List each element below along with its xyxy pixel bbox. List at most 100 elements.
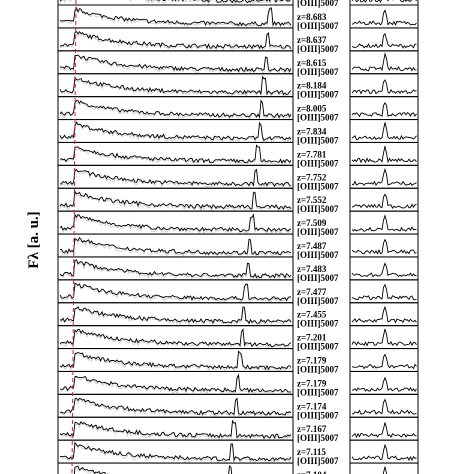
line-label: [OIII]5007 (297, 158, 339, 168)
redshift-label: z=7.179 (297, 356, 327, 366)
right-panel (349, 141, 419, 166)
spectrum (59, 441, 292, 462)
line-profile (351, 376, 417, 393)
spectrum (59, 282, 292, 302)
right-panel (349, 119, 419, 143)
line-label: [OIII]5007 (297, 250, 339, 260)
spectrum (59, 6, 292, 27)
line-profile (382, 466, 388, 474)
left-panel (57, 439, 294, 464)
left-panel (57, 141, 294, 166)
right-panel (349, 370, 419, 395)
spectrum (59, 30, 292, 50)
right-panel (349, 4, 419, 29)
noise (59, 376, 292, 396)
right-panel (349, 233, 419, 258)
spectrum (59, 0, 291, 4)
spectrum (59, 373, 291, 394)
redshift-label: z=7.174 (297, 401, 327, 411)
noise (59, 6, 292, 29)
spectrum (59, 259, 292, 279)
right-panel (349, 439, 419, 464)
right-panel (349, 348, 419, 372)
noise (59, 351, 292, 373)
redshift-label: z=7.455 (297, 310, 327, 320)
spectrum (59, 121, 292, 141)
spectrum (59, 54, 292, 73)
line-profile (351, 146, 417, 164)
line-profile (351, 0, 417, 3)
right-panel (349, 96, 419, 121)
lyman-break-marker (71, 0, 77, 474)
line-profile (351, 283, 417, 301)
redshift-label: z=7.104 (297, 470, 327, 474)
noise (59, 260, 292, 281)
redshift-label: z=7.115 (297, 447, 326, 457)
line-label: [OIII]5007 (297, 67, 339, 77)
noise (59, 145, 292, 166)
right-panel (349, 210, 419, 235)
spectrum (59, 99, 292, 119)
noise (59, 239, 292, 258)
redshift-label: z=8.683 (297, 12, 327, 22)
right-panel (349, 302, 419, 327)
redshift-label: z=7.167 (297, 424, 327, 434)
line-label: [OIII]5007 (297, 296, 339, 306)
line-label: [OIII]5007 (297, 0, 339, 8)
redshift-label: z=7.477 (297, 287, 327, 297)
right-panel (349, 393, 419, 418)
redshift-label: z=7.201 (297, 333, 327, 343)
line-label: [OIII]5007 (297, 433, 339, 443)
line-profile (351, 193, 417, 209)
spectrum (59, 350, 292, 371)
line-profile (351, 353, 417, 370)
line-label: [OIII]5007 (297, 410, 339, 420)
right-panel (349, 256, 419, 281)
line-label: [OIII]5007 (297, 181, 339, 191)
left-panel (57, 302, 294, 327)
redshift-label: z=7.552 (297, 195, 327, 205)
spectrum (59, 397, 292, 416)
line-profile (351, 167, 417, 187)
left-panel (57, 50, 294, 75)
redshift-label: z=7.834 (297, 127, 327, 137)
right-panel (349, 279, 419, 304)
y-axis-label: Fλ [a. u.] (26, 211, 42, 268)
right-panel (349, 187, 419, 212)
redshift-label: z=7.781 (297, 149, 327, 159)
line-label: [OIII]5007 (297, 319, 339, 329)
right-panel (349, 50, 419, 75)
spectrum (59, 190, 292, 210)
spectrum (59, 144, 292, 164)
redshift-label: z=8.615 (297, 58, 327, 68)
noise (59, 214, 292, 235)
noise (59, 284, 292, 304)
redshift-label: z=8.005 (297, 104, 327, 114)
line-label: [OIII]5007 (297, 136, 339, 146)
line-profile (351, 422, 417, 439)
line-label: [OIII]5007 (297, 456, 339, 466)
line-label: [OIII]5007 (297, 365, 339, 375)
noise (59, 0, 292, 6)
line-label: [OIII]5007 (297, 204, 339, 214)
spectrum (73, 465, 233, 474)
line-profile (351, 398, 417, 415)
redshift-label: z=7.179 (297, 378, 327, 388)
line-label: [OIII]5007 (297, 387, 339, 397)
spectrum (59, 168, 292, 187)
redshift-label: z=8.637 (297, 35, 327, 45)
line-profile (351, 32, 417, 49)
line-profile (351, 443, 417, 462)
spectrum (59, 327, 292, 348)
noise (59, 169, 292, 189)
right-panel (349, 416, 419, 441)
redshift-label: z=7.483 (297, 264, 327, 274)
line-profile (351, 305, 417, 324)
noise (59, 76, 292, 98)
spectrum (59, 236, 292, 256)
left-panel (57, 96, 294, 121)
line-profile (351, 122, 417, 141)
line-label: [OIII]5007 (297, 113, 339, 123)
redshift-label: z=7.487 (297, 241, 327, 251)
line-profile (351, 79, 417, 95)
